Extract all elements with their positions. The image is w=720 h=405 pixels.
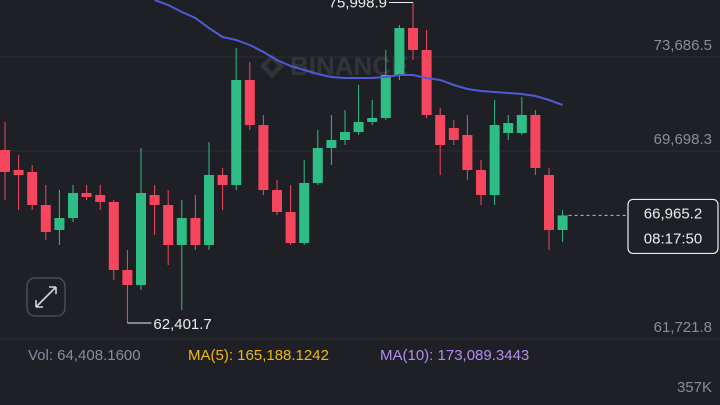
volume-text: Vol: 64,408.1600: [28, 347, 141, 364]
candle-body: [108, 202, 119, 271]
candle-body: [136, 193, 146, 286]
candle-body: [503, 123, 514, 133]
candle-body: [476, 170, 486, 196]
candle-body: [272, 190, 282, 213]
candle-body: [326, 139, 337, 149]
y-tick-label: 69,698.3: [654, 131, 712, 148]
candle-body: [68, 193, 78, 219]
candle-body: [81, 193, 92, 198]
candle-body: [40, 205, 51, 233]
y-tick-label: 61,721.8: [654, 319, 712, 336]
low-label: 62,401.7: [153, 316, 211, 333]
candle-body: [244, 79, 255, 126]
last-price-box: [627, 198, 719, 255]
candle-body: [421, 49, 432, 115]
candle-body: [489, 125, 500, 196]
candle-body: [408, 27, 418, 50]
countdown: 08:17:50: [644, 230, 702, 247]
candle-body: [95, 195, 106, 203]
candle-body: [516, 114, 527, 133]
candle-body: [217, 174, 228, 186]
candle-body: [13, 170, 24, 175]
candle-body: [367, 118, 378, 122]
candle-body: [204, 174, 214, 245]
candle-body: [462, 135, 473, 171]
y-tick-label: 73,686.5: [654, 37, 712, 54]
candle-body: [530, 114, 541, 168]
candle-body: [353, 121, 364, 133]
candle-body: [544, 174, 554, 231]
candle-body: [394, 27, 405, 75]
candle-body: [176, 218, 187, 245]
candle-body: [258, 125, 269, 191]
candle-body: [557, 215, 568, 231]
candle-body: [285, 212, 296, 243]
candle-body: [231, 79, 242, 186]
candle-body: [435, 114, 446, 145]
candle-body: [27, 172, 38, 206]
candle-body: [149, 195, 160, 206]
candle-body: [312, 148, 323, 184]
candle-body: [0, 149, 10, 173]
candle-body: [190, 218, 201, 245]
ma-line: [154, 0, 563, 106]
high-label: 75,998.9: [329, 0, 387, 11]
candle-body: [122, 270, 133, 286]
candle-body: [448, 128, 459, 140]
candle-body: [340, 132, 350, 140]
candle-body: [299, 183, 310, 243]
expand-button[interactable]: [26, 277, 66, 317]
last-price-label: 66,965.2: [644, 205, 702, 222]
ma10-text: MA(10): 173,089.3443: [380, 347, 529, 364]
candle-body: [380, 74, 391, 119]
ma5-text: MA(5): 165,188.1242: [188, 347, 329, 364]
candle-body: [54, 218, 65, 231]
watermark: BINANCE: [260, 51, 408, 81]
volume-axis-label: 357K: [677, 379, 712, 396]
candle-body: [163, 205, 174, 245]
